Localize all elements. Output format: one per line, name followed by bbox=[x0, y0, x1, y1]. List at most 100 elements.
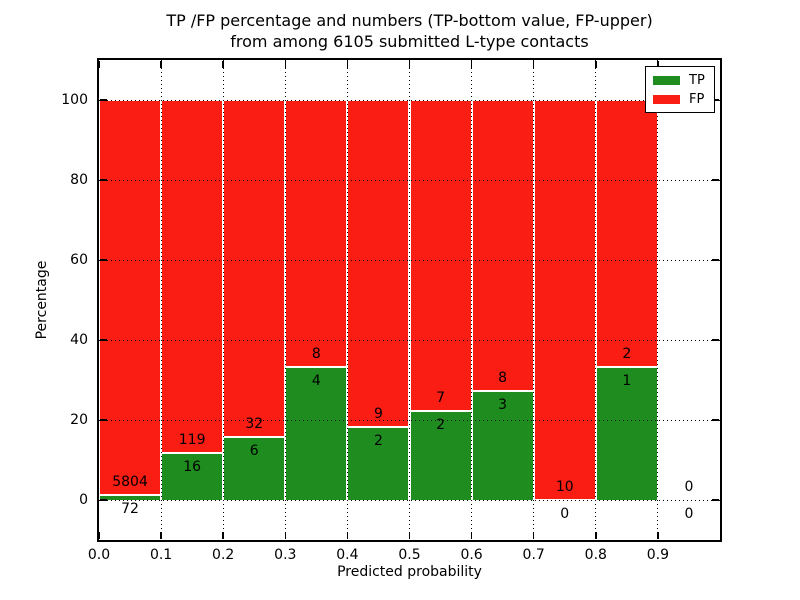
x-tick-label: 0.8 bbox=[584, 547, 607, 563]
y-tick-mark bbox=[100, 99, 107, 101]
y-tick-label: 60 bbox=[70, 252, 88, 268]
x-tick-mark-top bbox=[346, 61, 349, 68]
fp-count-label: 7 bbox=[436, 390, 445, 407]
tp-bar bbox=[595, 366, 658, 500]
x-tick-label: 0.3 bbox=[274, 547, 297, 563]
x-tick-mark-top bbox=[284, 61, 287, 68]
v-gridline bbox=[595, 60, 597, 540]
tp-count-label: 6 bbox=[249, 442, 259, 459]
tp-count-label: 4 bbox=[311, 372, 321, 389]
x-tick-mark bbox=[470, 532, 473, 539]
fp-bar bbox=[161, 100, 224, 453]
y-tick-label: 100 bbox=[61, 92, 88, 108]
x-tick-label: 0.6 bbox=[460, 547, 483, 563]
y-tick-label: 80 bbox=[70, 172, 88, 188]
legend-label: FP bbox=[689, 91, 705, 107]
x-tick-mark bbox=[595, 532, 597, 539]
x-tick-label: 0.5 bbox=[398, 547, 421, 563]
fp-count-label: 0 bbox=[684, 479, 694, 495]
fp-count-label: 2 bbox=[622, 345, 632, 362]
y-tick-mark-right bbox=[712, 419, 719, 421]
y-tick-mark-right bbox=[712, 179, 719, 181]
x-tick-mark bbox=[160, 532, 162, 539]
tp-count-label: 72 bbox=[121, 501, 139, 518]
tp-bar bbox=[223, 436, 286, 500]
x-tick-mark-top bbox=[98, 61, 100, 68]
fp-count-label: 5804 bbox=[112, 474, 148, 491]
y-tick-label: 40 bbox=[70, 332, 88, 348]
x-tick-mark-top bbox=[595, 61, 597, 68]
v-gridline bbox=[409, 60, 410, 540]
x-tick-mark bbox=[532, 532, 535, 539]
y-tick-mark-right bbox=[712, 259, 719, 261]
tp-count-label: 2 bbox=[436, 417, 445, 434]
fp-count-label: 8 bbox=[498, 369, 508, 386]
x-tick-mark-top bbox=[222, 61, 224, 68]
v-gridline bbox=[160, 60, 162, 540]
x-tick-mark-top bbox=[160, 61, 162, 68]
x-tick-mark bbox=[346, 532, 349, 539]
x-tick-mark bbox=[222, 532, 224, 539]
y-tick-label: 20 bbox=[70, 412, 88, 428]
x-tick-mark-top bbox=[470, 61, 473, 68]
x-tick-label: 0.2 bbox=[212, 547, 235, 563]
y-tick-mark bbox=[100, 419, 107, 421]
fp-bar bbox=[533, 100, 596, 500]
tp-count-label: 16 bbox=[183, 458, 202, 475]
legend-item: TP bbox=[653, 74, 714, 87]
v-gridline bbox=[284, 60, 286, 540]
tp-count-label: 2 bbox=[373, 433, 383, 450]
tp-bar bbox=[471, 390, 534, 500]
x-tick-mark bbox=[284, 532, 287, 539]
chart-title-line1: TP /FP percentage and numbers (TP-bottom… bbox=[166, 11, 653, 30]
y-tick-label: 0 bbox=[79, 492, 88, 508]
chart-title: TP /FP percentage and numbers (TP-bottom… bbox=[99, 10, 720, 52]
y-tick-mark-right bbox=[712, 339, 719, 341]
y-tick-mark bbox=[100, 259, 107, 261]
fp-count-label: 10 bbox=[555, 479, 574, 495]
x-tick-label: 0.1 bbox=[149, 547, 173, 563]
x-tick-mark bbox=[408, 532, 411, 539]
fp-bar bbox=[409, 100, 472, 412]
x-tick-label: 0.0 bbox=[87, 547, 111, 563]
fp-bar bbox=[285, 100, 348, 367]
tp-bar bbox=[347, 427, 410, 500]
tp-count-label: 1 bbox=[622, 372, 632, 389]
v-gridline bbox=[471, 60, 473, 540]
tp-bar bbox=[161, 452, 224, 500]
fp-count-label: 9 bbox=[373, 406, 383, 423]
x-tick-label: 0.9 bbox=[646, 547, 670, 563]
v-gridline bbox=[346, 60, 348, 540]
x-tick-mark-top bbox=[532, 61, 535, 68]
legend: TP FP bbox=[645, 66, 715, 113]
legend-item: FP bbox=[653, 93, 714, 106]
fp-count-label: 32 bbox=[245, 415, 264, 432]
v-gridline bbox=[222, 60, 224, 540]
fp-bar bbox=[595, 100, 658, 367]
y-tick-mark bbox=[100, 179, 107, 181]
y-tick-mark-right bbox=[712, 99, 719, 101]
tp-bar bbox=[99, 495, 162, 500]
tp-count-label: 0 bbox=[560, 506, 570, 522]
tp-bar bbox=[285, 366, 348, 500]
fp-count-label: 119 bbox=[178, 431, 206, 448]
x-tick-label: 0.7 bbox=[522, 547, 545, 563]
legend-label: TP bbox=[689, 72, 705, 88]
x-tick-mark bbox=[657, 532, 659, 539]
tp-count-label: 3 bbox=[498, 396, 508, 413]
v-gridline bbox=[657, 60, 659, 540]
fp-bar bbox=[471, 100, 534, 391]
tp-count-label: 0 bbox=[684, 506, 694, 522]
y-tick-mark bbox=[100, 339, 107, 341]
tp-bar bbox=[409, 411, 472, 500]
x-tick-mark-top bbox=[408, 61, 411, 68]
x-tick-label: 0.4 bbox=[336, 547, 359, 563]
x-axis-label: Predicted probability bbox=[337, 564, 482, 580]
tp-legend-swatch bbox=[653, 75, 680, 85]
fp-count-label: 8 bbox=[311, 345, 321, 362]
x-tick-mark bbox=[98, 532, 100, 539]
fp-bar bbox=[99, 100, 162, 496]
v-gridline bbox=[533, 60, 535, 540]
x-tick-mark-top bbox=[657, 61, 659, 68]
